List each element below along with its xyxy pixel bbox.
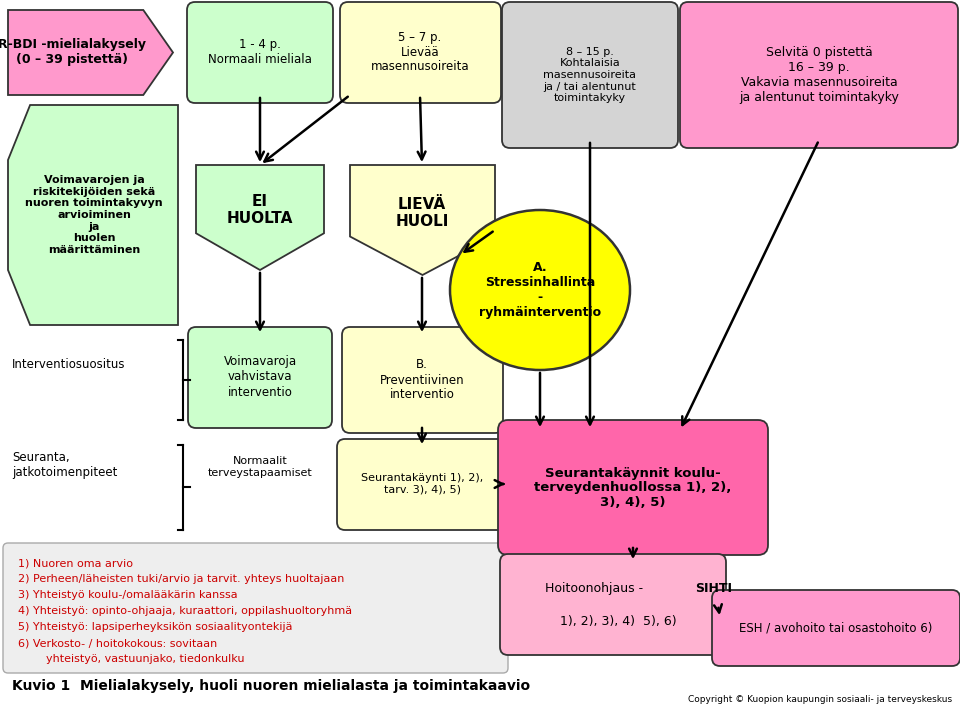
Text: Voimavarojen ja
riskitekijöiden sekä
nuoren toimintakyvyn
arvioiminen
ja
huolen
: Voimavarojen ja riskitekijöiden sekä nuo… xyxy=(25,175,163,255)
Ellipse shape xyxy=(450,210,630,370)
FancyBboxPatch shape xyxy=(342,327,503,433)
Text: 4) Yhteistyö: opinto-ohjaaja, kuraattori, oppilashuoltoryhmä: 4) Yhteistyö: opinto-ohjaaja, kuraattori… xyxy=(18,606,352,616)
Polygon shape xyxy=(8,105,178,325)
Polygon shape xyxy=(350,165,495,275)
Text: Selvitä 0 pistettä
16 – 39 p.
Vakavia masennusoireita
ja alentunut toimintakyky: Selvitä 0 pistettä 16 – 39 p. Vakavia ma… xyxy=(739,46,899,104)
Text: 1), 2), 3), 4)  5), 6): 1), 2), 3), 4) 5), 6) xyxy=(560,615,677,628)
Text: R-BDI -mielialakysely
(0 – 39 pistettä): R-BDI -mielialakysely (0 – 39 pistettä) xyxy=(0,38,146,66)
FancyBboxPatch shape xyxy=(680,2,958,148)
Text: Seurantakäynnit koulu-
terveydenhuollossa 1), 2),
3), 4), 5): Seurantakäynnit koulu- terveydenhuolloss… xyxy=(535,466,732,510)
Text: LIEVÄ
HUOLI: LIEVÄ HUOLI xyxy=(396,197,448,229)
FancyBboxPatch shape xyxy=(187,2,333,103)
Text: 2) Perheen/läheisten tuki/arvio ja tarvit. yhteys huoltajaan: 2) Perheen/läheisten tuki/arvio ja tarvi… xyxy=(18,574,345,584)
Text: Copyright © Kuopion kaupungin sosiaali- ja terveyskeskus: Copyright © Kuopion kaupungin sosiaali- … xyxy=(688,695,952,705)
FancyBboxPatch shape xyxy=(712,590,960,666)
Text: ESH / avohoito tai osastohoito 6): ESH / avohoito tai osastohoito 6) xyxy=(739,621,933,634)
Text: 1 - 4 p.
Normaali mieliala: 1 - 4 p. Normaali mieliala xyxy=(208,38,312,66)
FancyBboxPatch shape xyxy=(498,420,768,555)
Text: yhteistyö, vastuunjako, tiedonkulku: yhteistyö, vastuunjako, tiedonkulku xyxy=(18,654,245,664)
Text: Hoitoonohjaus -: Hoitoonohjaus - xyxy=(545,582,647,595)
Text: Normaalit
terveystapaamiset: Normaalit terveystapaamiset xyxy=(207,456,312,478)
Text: B.
Preventiivinen
interventio: B. Preventiivinen interventio xyxy=(380,358,465,402)
FancyBboxPatch shape xyxy=(3,543,508,673)
Text: Seuranta,
jatkotoimenpiteet: Seuranta, jatkotoimenpiteet xyxy=(12,451,117,479)
Text: EI
HUOLTA: EI HUOLTA xyxy=(227,194,293,226)
FancyBboxPatch shape xyxy=(337,439,508,530)
Polygon shape xyxy=(196,165,324,270)
FancyBboxPatch shape xyxy=(502,2,678,148)
Text: Seurantakäynti 1), 2),
tarv. 3), 4), 5): Seurantakäynti 1), 2), tarv. 3), 4), 5) xyxy=(361,474,483,495)
FancyBboxPatch shape xyxy=(188,327,332,428)
Text: 8 – 15 p.
Kohtalaisia
masennusoireita
ja / tai alentunut
toimintakyky: 8 – 15 p. Kohtalaisia masennusoireita ja… xyxy=(543,47,636,103)
Text: Kuvio 1  Mielialakysely, huoli nuoren mielialasta ja toimintakaavio: Kuvio 1 Mielialakysely, huoli nuoren mie… xyxy=(12,679,530,693)
Text: 5 – 7 p.
Lievää
masennusoireita: 5 – 7 p. Lievää masennusoireita xyxy=(371,31,469,73)
Text: SIHTI: SIHTI xyxy=(695,582,732,595)
Text: 5) Yhteistyö: lapsiperheyksikön sosiaalityontekijä: 5) Yhteistyö: lapsiperheyksikön sosiaali… xyxy=(18,622,293,632)
Polygon shape xyxy=(8,10,173,95)
Text: Voimavaroja
vahvistava
interventio: Voimavaroja vahvistava interventio xyxy=(224,356,297,398)
FancyBboxPatch shape xyxy=(500,554,726,655)
Text: A.
Stressinhallinta
-
ryhmäinterventio: A. Stressinhallinta - ryhmäinterventio xyxy=(479,261,601,319)
Text: Interventiosuositus: Interventiosuositus xyxy=(12,358,126,372)
Text: 1) Nuoren oma arvio: 1) Nuoren oma arvio xyxy=(18,558,133,568)
Text: 6) Verkosto- / hoitokokous: sovitaan: 6) Verkosto- / hoitokokous: sovitaan xyxy=(18,638,217,648)
FancyBboxPatch shape xyxy=(340,2,501,103)
Text: 3) Yhteistyö koulu-/omalääkärin kanssa: 3) Yhteistyö koulu-/omalääkärin kanssa xyxy=(18,590,238,600)
